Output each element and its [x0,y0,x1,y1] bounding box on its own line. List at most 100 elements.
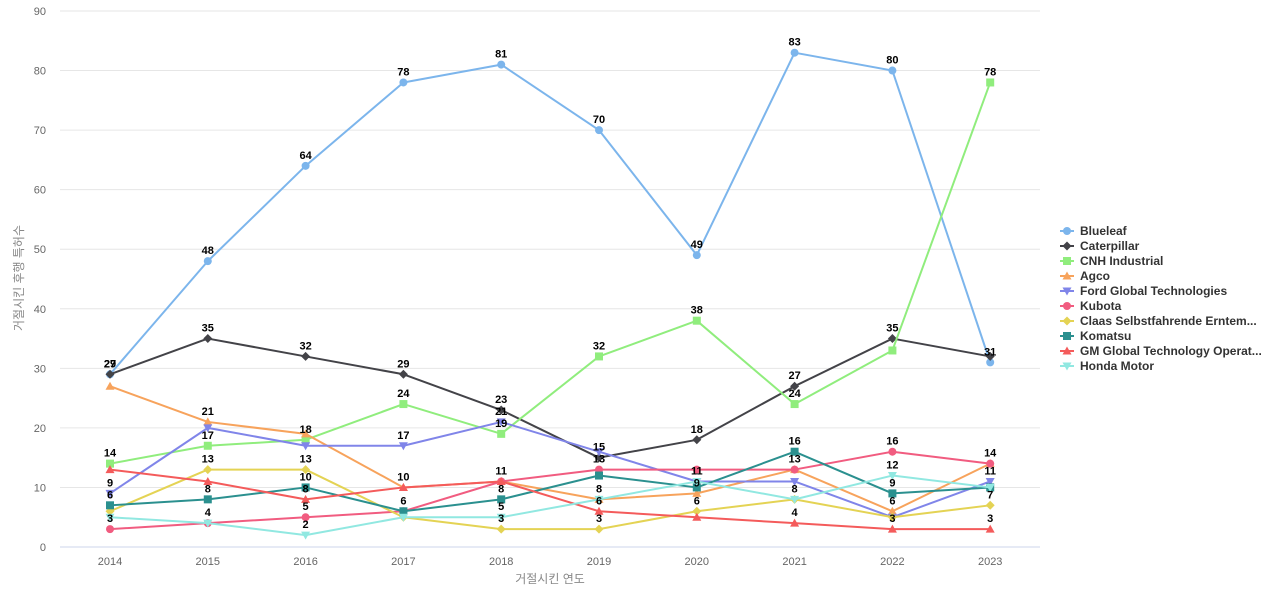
series-lines [105,48,995,540]
legend-item-kubota[interactable]: Kubota [1060,299,1122,313]
data-label: 13 [788,454,800,466]
data-label: 11 [691,465,703,477]
data-label: 13 [299,454,311,466]
data-point-kubota [888,447,897,456]
data-label: 6 [889,495,895,507]
data-point-claas-selbstfahrende-erntem [985,500,995,510]
data-point-kubota [986,459,995,468]
data-point-kubota [692,465,701,474]
data-point-claas-selbstfahrende-erntem [692,506,702,516]
y-tick-label: 0 [40,542,46,554]
data-label: 8 [498,483,504,495]
data-point-gm-global-technology-operat [301,494,311,503]
data-point-kubota [301,513,310,522]
data-label: 31 [984,346,996,358]
data-point-komatsu [888,489,897,498]
data-point-claas-selbstfahrende-erntem [301,465,311,475]
series-line-kubota [109,450,992,531]
data-label: 17 [202,430,214,442]
data-point-caterpillar [301,351,311,361]
data-point-komatsu [692,483,701,492]
data-point-ford-global-technologies [985,477,995,486]
data-point-ford-global-technologies [790,477,800,486]
data-point-blueleaf [888,66,897,75]
x-axis-title: 거절시킨 연도 [515,572,585,586]
series-line-honda-motor [109,474,992,537]
legend-item-claas-selbstfahrende-erntem[interactable]: Claas Selbstfahrende Erntem... [1060,314,1257,328]
data-label: 27 [788,370,800,382]
data-point-ford-global-technologies [203,424,213,433]
legend-item-blueleaf[interactable]: Blueleaf [1060,224,1128,238]
legend-item-gm-global-technology-operat[interactable]: GM Global Technology Operat... [1060,344,1262,358]
legend-marker [1063,302,1071,310]
y-tick-label: 60 [34,185,46,197]
data-label: 83 [788,37,800,49]
data-point-komatsu [595,471,603,480]
legend-label: Ford Global Technologies [1080,284,1227,298]
data-point-ford-global-technologies [105,489,115,498]
data-label: 29 [397,358,409,370]
data-label: 16 [886,436,898,448]
legend-item-honda-motor[interactable]: Honda Motor [1060,359,1154,373]
data-point-agco [887,506,897,515]
legend-marker [1062,346,1072,355]
data-label: 18 [299,424,311,436]
data-label: 38 [691,305,703,317]
data-label: 78 [397,66,409,78]
series-line-cnh-industrial [109,81,992,465]
legend-marker [1062,287,1072,296]
data-label: 32 [593,340,605,352]
data-point-honda-motor [985,483,995,492]
y-tick-label: 40 [34,304,46,316]
data-label: 9 [889,477,895,489]
data-point-gm-global-technology-operat [887,524,897,533]
data-point-agco [692,488,702,497]
data-point-cnh-industrial [203,441,212,450]
x-tick-label: 2019 [587,556,611,568]
data-point-caterpillar [398,369,408,379]
legend-marker [1062,271,1072,280]
data-label: 24 [397,388,410,400]
grid-lines [60,10,1040,548]
data-label: 3 [498,513,504,525]
data-point-caterpillar [105,369,115,379]
x-tick-label: 2014 [98,556,122,568]
data-point-claas-selbstfahrende-erntem [203,465,213,475]
data-label: 11 [984,465,996,477]
data-label: 15 [593,442,605,454]
series-gm-global-technology-operat [105,465,995,533]
data-point-blueleaf [986,358,995,367]
data-point-gm-global-technology-operat [105,465,115,474]
legend-item-ford-global-technologies[interactable]: Ford Global Technologies [1060,284,1227,298]
legend-label: Honda Motor [1080,359,1154,373]
data-label: 14 [104,448,117,460]
data-point-gm-global-technology-operat [790,518,800,527]
data-label: 13 [202,454,214,466]
data-label: 35 [202,323,214,335]
data-point-kubota [106,525,114,534]
legend-item-agco[interactable]: Agco [1060,269,1110,283]
data-point-cnh-industrial [399,400,408,409]
data-label: 3 [596,513,602,525]
x-tick-label: 2023 [978,556,1002,568]
data-point-honda-motor [203,519,213,528]
legend-item-cnh-industrial[interactable]: CNH Industrial [1060,254,1163,268]
legend-item-caterpillar[interactable]: Caterpillar [1060,239,1140,253]
data-point-claas-selbstfahrende-erntem [496,524,506,534]
series-line-ford-global-technologies [109,420,992,519]
data-point-gm-global-technology-operat [594,506,604,515]
data-label: 3 [987,513,993,525]
data-point-ford-global-technologies [398,442,408,451]
data-label: 48 [202,245,214,257]
series-line-gm-global-technology-operat [109,468,992,531]
legend-marker [1063,227,1071,235]
series-honda-motor [105,472,995,540]
legend-item-komatsu[interactable]: Komatsu [1060,329,1131,343]
y-axis-title: 거절시킨 후행 특허수 [11,225,26,331]
data-label: 35 [886,323,898,335]
data-labels: 2927149634835211713846432181310852782924… [104,37,997,531]
data-point-cnh-industrial [790,400,799,409]
data-label: 6 [107,489,113,501]
data-point-caterpillar [985,351,995,361]
